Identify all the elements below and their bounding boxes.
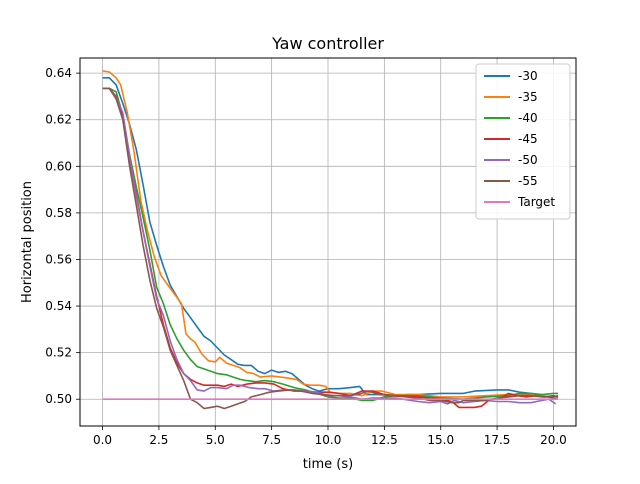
y-axis-label: Horizontal position: [20, 181, 35, 303]
x-tick-label: 20.0: [540, 433, 567, 447]
series-lines: [102, 70, 559, 410]
y-tick-label: 0.58: [45, 206, 72, 220]
axis-ticks: 0.0 2.5 5.0 7.5 10.0 12.5 15.0 17.5 20.0 0.50 0.52…: [45, 66, 567, 447]
series-line-55: [102, 87, 559, 410]
x-axis-label: time (s): [303, 457, 353, 472]
y-tick-label: 0.52: [45, 346, 72, 360]
y-tick-label: 0.60: [45, 159, 72, 173]
x-tick-label: 15.0: [427, 433, 454, 447]
x-tick-label: 5.0: [206, 433, 225, 447]
y-tick-label: 0.54: [45, 299, 72, 313]
legend: -30 -35 -40 -45 -50 -55 Target: [475, 63, 571, 220]
y-tick-label: 0.62: [45, 113, 72, 127]
legend-label: -30: [518, 69, 538, 83]
legend-label: -50: [518, 153, 538, 167]
y-tick-label: 0.64: [45, 66, 72, 80]
legend-label: -45: [518, 132, 538, 146]
x-tick-label: 12.5: [371, 433, 398, 447]
chart-title: Yaw controller: [271, 34, 384, 53]
y-tick-label: 0.50: [45, 392, 72, 406]
x-tick-label: 17.5: [484, 433, 511, 447]
legend-label: -55: [518, 174, 538, 188]
legend-label: Target: [517, 195, 555, 209]
y-tick-label: 0.56: [45, 252, 72, 266]
series-line-30: [102, 77, 558, 399]
x-tick-label: 2.5: [149, 433, 168, 447]
x-tick-label: 0.0: [93, 433, 112, 447]
x-tick-label: 7.5: [262, 433, 281, 447]
legend-label: -35: [518, 90, 538, 104]
x-tick-label: 10.0: [315, 433, 342, 447]
series-line-35: [102, 70, 559, 399]
legend-label: -40: [518, 111, 538, 125]
